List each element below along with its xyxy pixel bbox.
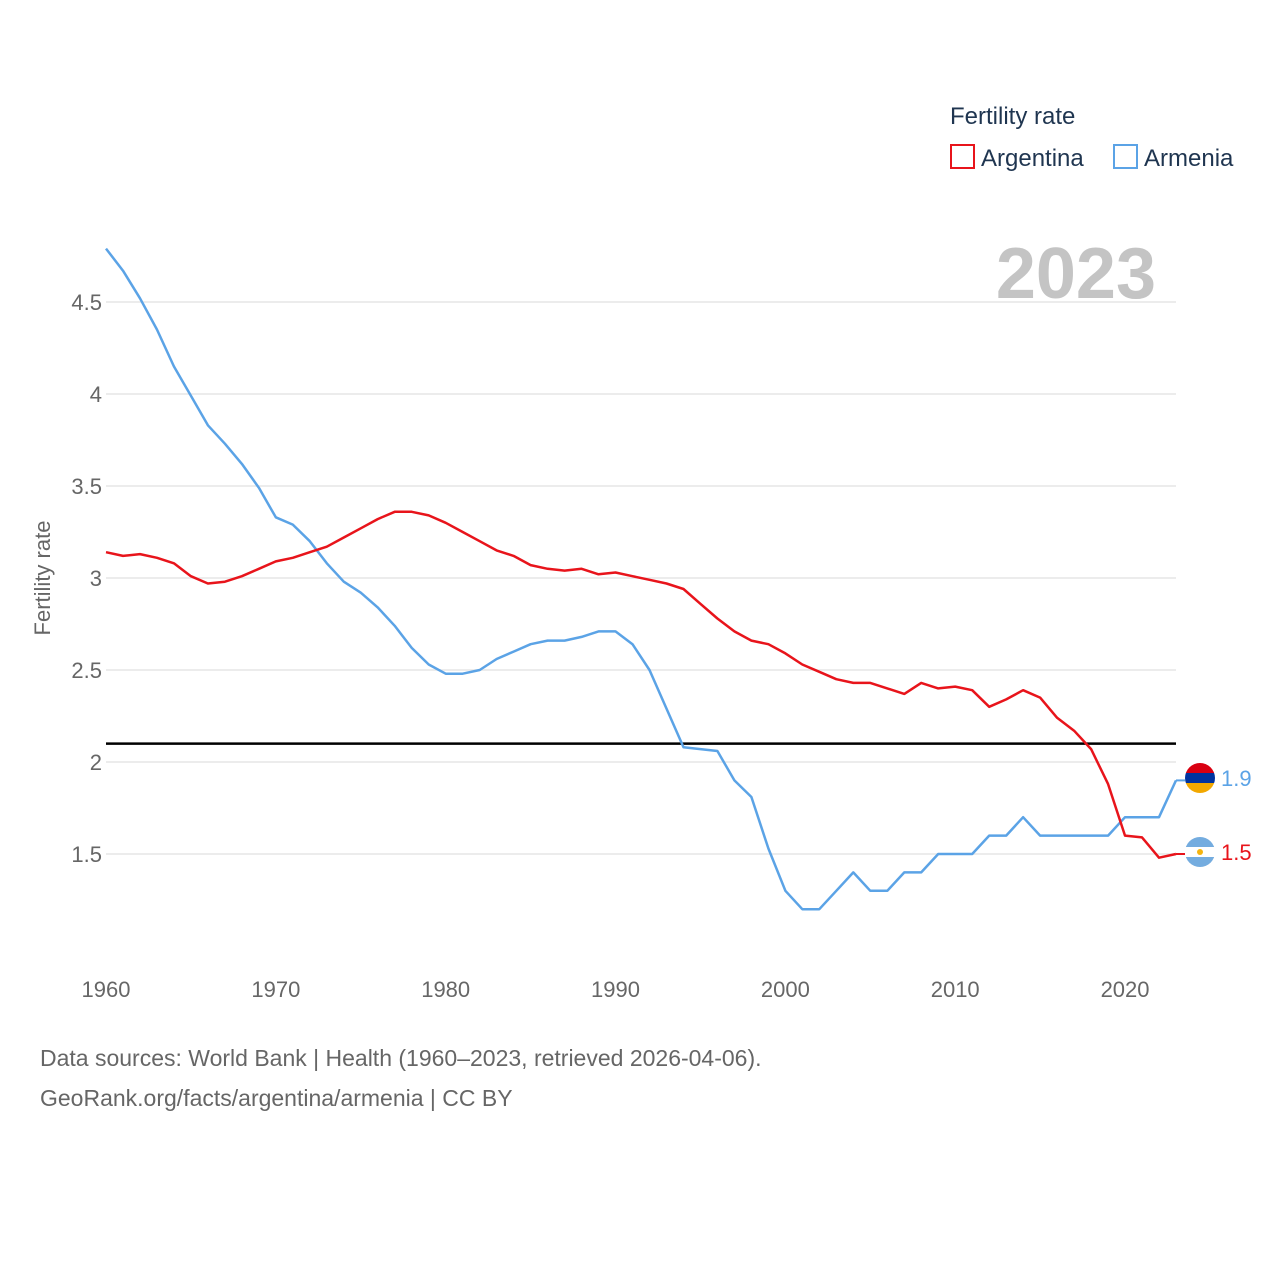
y-tick-label: 2.5 xyxy=(71,658,102,683)
x-tick-label: 1990 xyxy=(591,977,640,1002)
footer-sources: Data sources: World Bank | Health (1960–… xyxy=(40,1045,762,1071)
series-line-argentina xyxy=(105,510,1177,859)
x-tick-label: 1960 xyxy=(82,977,131,1002)
y-tick-label: 4 xyxy=(90,382,102,407)
y-tick-label: 3 xyxy=(90,566,102,591)
legend-swatch-armenia xyxy=(1113,144,1138,169)
y-axis-label: Fertility rate xyxy=(30,521,55,636)
y-axis-ticks: 1.5 2 2.5 3 3.5 4 4.5 xyxy=(71,290,102,867)
legend-label-armenia: Armenia xyxy=(1144,145,1234,172)
gridlines xyxy=(106,301,1176,855)
fertility-rate-chart: 1.5 2 2.5 3 3.5 4 4.5 1960 1970 1980 1990 2000 2010… xyxy=(30,103,1252,1002)
x-tick-label: 1980 xyxy=(421,977,470,1002)
year-label: 2023 xyxy=(996,234,1156,314)
x-tick-label: 2010 xyxy=(931,977,980,1002)
y-tick-label: 3.5 xyxy=(71,474,102,499)
argentina-flag xyxy=(1185,837,1215,867)
legend-title: Fertility rate xyxy=(950,103,1075,130)
y-tick-label: 4.5 xyxy=(71,290,102,315)
x-tick-label: 2020 xyxy=(1101,977,1150,1002)
x-tick-label: 1970 xyxy=(251,977,300,1002)
armenia-flag xyxy=(1185,763,1215,793)
argentina-end-value: 1.5 xyxy=(1221,840,1252,865)
y-tick-label: 2 xyxy=(90,750,102,775)
footer-attribution: GeoRank.org/facts/argentina/armenia | CC… xyxy=(40,1085,513,1111)
x-axis-ticks: 1960 1970 1980 1990 2000 2010 2020 xyxy=(82,977,1150,1002)
series-line-armenia xyxy=(105,247,1178,911)
legend-label-argentina: Argentina xyxy=(981,145,1084,172)
y-tick-label: 1.5 xyxy=(71,842,102,867)
x-tick-label: 2000 xyxy=(761,977,810,1002)
legend-swatch-argentina xyxy=(950,144,975,169)
series-lines xyxy=(105,247,1185,911)
legend: Fertility rate Argentina Armenia xyxy=(950,103,1234,172)
armenia-end-value: 1.9 xyxy=(1221,766,1252,791)
